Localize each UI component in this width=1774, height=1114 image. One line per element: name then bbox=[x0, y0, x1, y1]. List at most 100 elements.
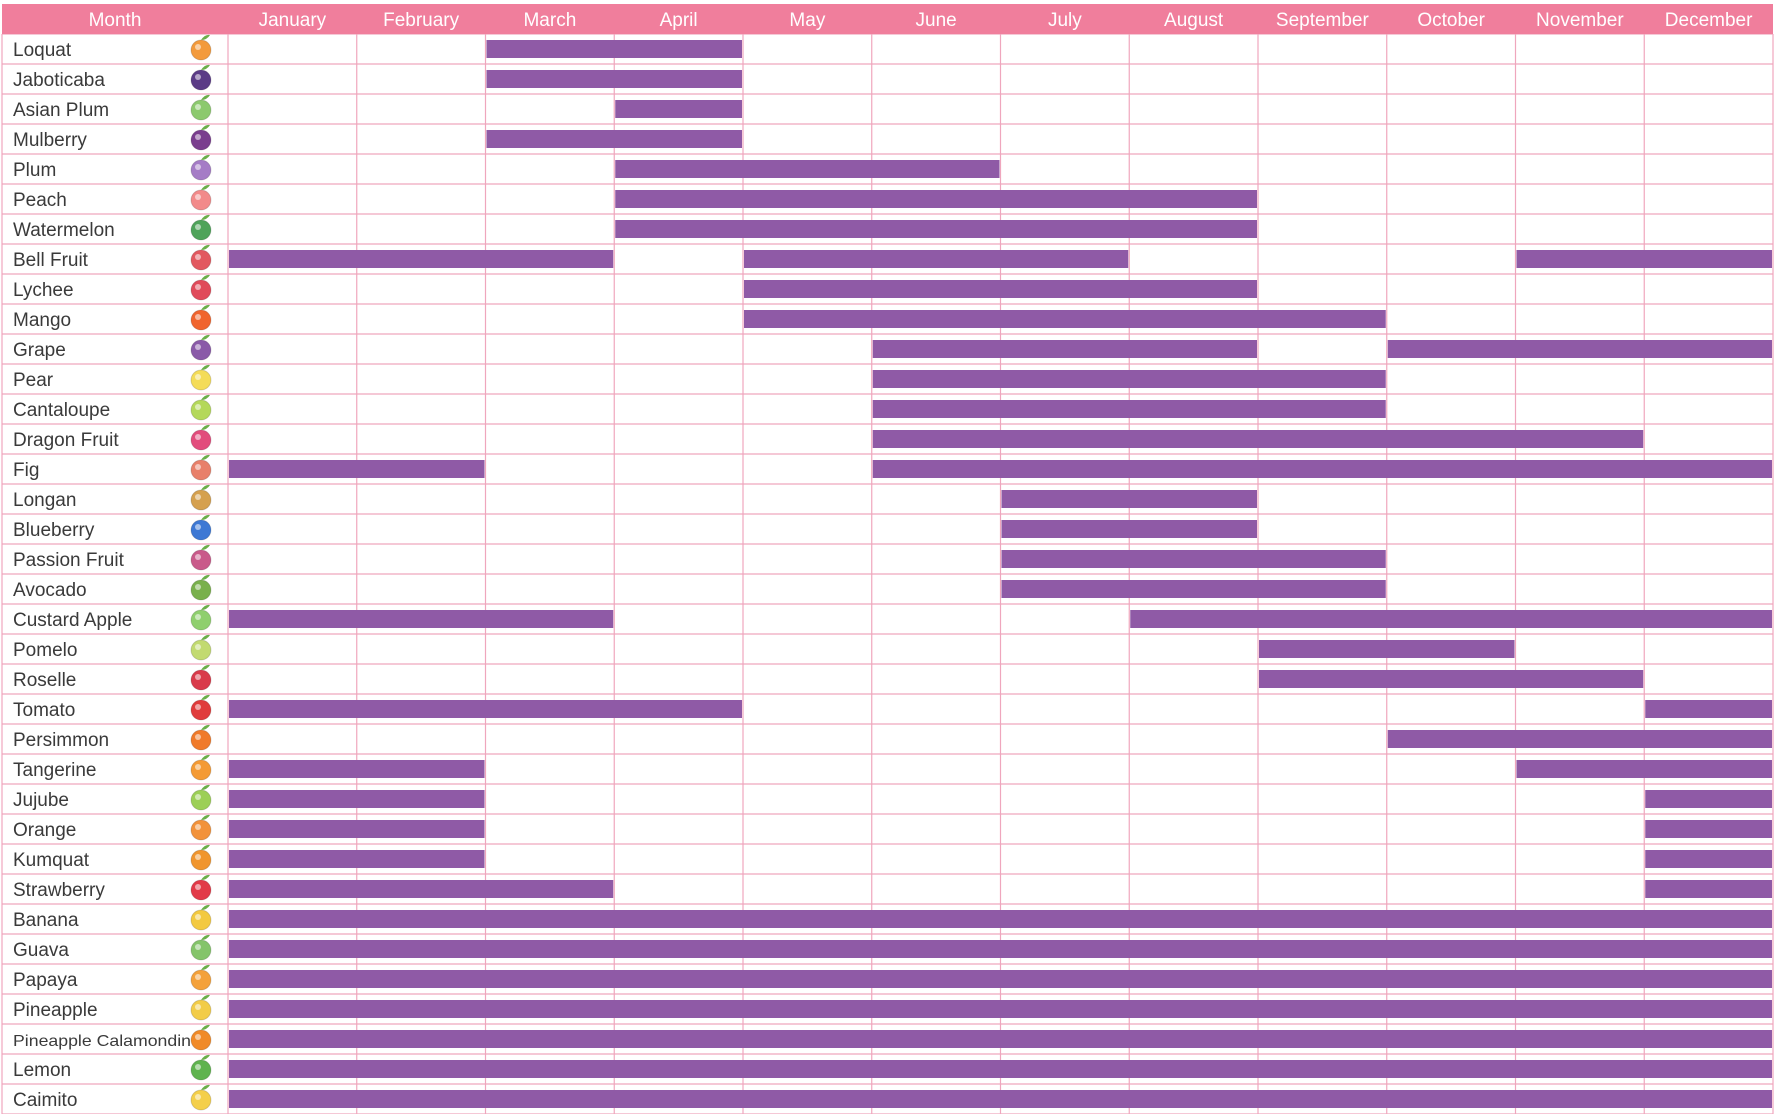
strawberry-icon bbox=[190, 874, 212, 901]
season-bar-plum-1 bbox=[615, 160, 1000, 178]
season-bar-longan-1 bbox=[1001, 490, 1257, 508]
season-bar-orange-2 bbox=[1645, 820, 1772, 838]
fruit-label-pomelo: Pomelo bbox=[13, 640, 77, 661]
jujube-icon bbox=[190, 784, 212, 811]
header-row: Month bbox=[2, 4, 1773, 34]
fruit-label-grape: Grape bbox=[13, 340, 66, 361]
month-label-january: January bbox=[259, 10, 327, 31]
month-label-may: May bbox=[789, 10, 825, 31]
month-label-june: June bbox=[916, 10, 957, 31]
season-bar-passion-fruit-1 bbox=[1001, 550, 1386, 568]
grid-lines bbox=[1, 33, 1774, 1114]
month-labels: January February March April May June July Augu… bbox=[259, 10, 1754, 31]
passion-fruit-icon bbox=[190, 544, 212, 571]
season-bar-lemon-1 bbox=[229, 1060, 1772, 1078]
asian-plum-icon bbox=[190, 94, 212, 121]
month-label-april: April bbox=[660, 10, 698, 31]
mulberry-icon bbox=[190, 124, 212, 151]
season-bar-dragon-fruit-1 bbox=[872, 430, 1644, 448]
fruit-label-orange: Orange bbox=[13, 820, 76, 841]
fruit-label-kumquat: Kumquat bbox=[13, 850, 90, 871]
fruit-label-persimmon: Persimmon bbox=[13, 730, 109, 751]
calamondin-icon bbox=[190, 1024, 212, 1051]
fruit-label-pineapple-calamondin: Pineapple Calamondin bbox=[13, 1033, 191, 1050]
fruit-label-mulberry: Mulberry bbox=[13, 130, 87, 151]
tomato-icon bbox=[190, 694, 212, 721]
banana-icon bbox=[190, 904, 212, 931]
season-bar-kumquat-2 bbox=[1645, 850, 1772, 868]
season-bar-grape-1 bbox=[872, 340, 1257, 358]
season-bar-peach-1 bbox=[615, 190, 1257, 208]
season-bar-fig-1 bbox=[229, 460, 485, 478]
avocado-icon bbox=[190, 574, 212, 601]
season-bar-pineapple-calamondin-1 bbox=[229, 1030, 1772, 1048]
season-bars bbox=[229, 40, 1772, 1108]
fruit-label-dragon-fruit: Dragon Fruit bbox=[13, 430, 119, 451]
fruit-label-passion-fruit: Passion Fruit bbox=[13, 550, 125, 571]
dragon-fruit-icon bbox=[190, 424, 212, 451]
lychee-icon bbox=[190, 274, 212, 301]
season-bar-tangerine-2 bbox=[1516, 760, 1772, 778]
season-bar-grape-2 bbox=[1387, 340, 1772, 358]
pear-icon bbox=[190, 364, 212, 391]
season-bar-mango-1 bbox=[744, 310, 1386, 328]
season-bar-blueberry-1 bbox=[1001, 520, 1257, 538]
longan-icon bbox=[190, 484, 212, 511]
season-bar-pear-1 bbox=[872, 370, 1386, 388]
season-bar-pomelo-1 bbox=[1259, 640, 1515, 658]
season-bar-guava-1 bbox=[229, 940, 1772, 958]
mango-icon bbox=[190, 304, 212, 331]
plum-icon bbox=[190, 154, 212, 181]
fruit-label-papaya: Papaya bbox=[13, 970, 78, 991]
caimito-icon bbox=[190, 1084, 212, 1111]
season-bar-bell-fruit-1 bbox=[229, 250, 614, 268]
pomelo-icon bbox=[190, 634, 212, 661]
season-bar-jujube-2 bbox=[1645, 790, 1772, 808]
pineapple-icon bbox=[190, 994, 212, 1021]
fruit-label-plum: Plum bbox=[13, 160, 56, 181]
fruit-label-jaboticaba: Jaboticaba bbox=[13, 70, 105, 91]
persimmon-icon bbox=[190, 724, 212, 751]
grape-icon bbox=[190, 334, 212, 361]
fruit-label-cantaloupe: Cantaloupe bbox=[13, 400, 110, 421]
season-bar-orange-1 bbox=[229, 820, 485, 838]
season-bar-tangerine-1 bbox=[229, 760, 485, 778]
season-bar-lychee-1 bbox=[744, 280, 1257, 298]
fruit-label-watermelon: Watermelon bbox=[13, 220, 115, 241]
season-bar-cantaloupe-1 bbox=[872, 400, 1386, 418]
roselle-icon bbox=[190, 664, 212, 691]
season-bar-bell-fruit-2 bbox=[744, 250, 1129, 268]
fruit-label-lychee: Lychee bbox=[13, 280, 74, 301]
season-bar-watermelon-1 bbox=[615, 220, 1257, 238]
fruit-label-caimito: Caimito bbox=[13, 1090, 77, 1111]
blueberry-icon bbox=[190, 514, 212, 541]
season-bar-custard-apple-2 bbox=[1130, 610, 1772, 628]
season-bar-pineapple-1 bbox=[229, 1000, 1772, 1018]
orange-icon bbox=[190, 814, 212, 841]
month-label-november: November bbox=[1536, 10, 1624, 31]
custard-apple-icon bbox=[190, 604, 212, 631]
season-bar-avocado-1 bbox=[1001, 580, 1386, 598]
header-month-label: Month bbox=[89, 10, 142, 31]
month-label-march: March bbox=[523, 10, 576, 31]
season-bar-custard-apple-1 bbox=[229, 610, 614, 628]
jaboticaba-icon bbox=[190, 64, 212, 91]
header-background bbox=[2, 4, 1773, 34]
month-label-september: September bbox=[1276, 10, 1370, 31]
season-bar-strawberry-2 bbox=[1645, 880, 1772, 898]
peach-icon bbox=[190, 184, 212, 211]
fruit-label-tangerine: Tangerine bbox=[13, 760, 96, 781]
fruit-label-avocado: Avocado bbox=[13, 580, 87, 601]
season-bar-papaya-1 bbox=[229, 970, 1772, 988]
fruit-label-guava: Guava bbox=[13, 940, 69, 961]
bell-fruit-icon bbox=[190, 244, 212, 271]
fruit-label-pineapple: Pineapple bbox=[13, 1000, 98, 1021]
fruit-label-bell-fruit: Bell Fruit bbox=[13, 250, 89, 271]
season-bar-jujube-1 bbox=[229, 790, 485, 808]
fruit-label-peach: Peach bbox=[13, 190, 67, 211]
season-bar-jaboticaba-1 bbox=[486, 70, 742, 88]
month-label-october: October bbox=[1417, 10, 1485, 31]
loquat-icon bbox=[190, 34, 212, 61]
fruit-label-loquat: Loquat bbox=[13, 40, 72, 61]
